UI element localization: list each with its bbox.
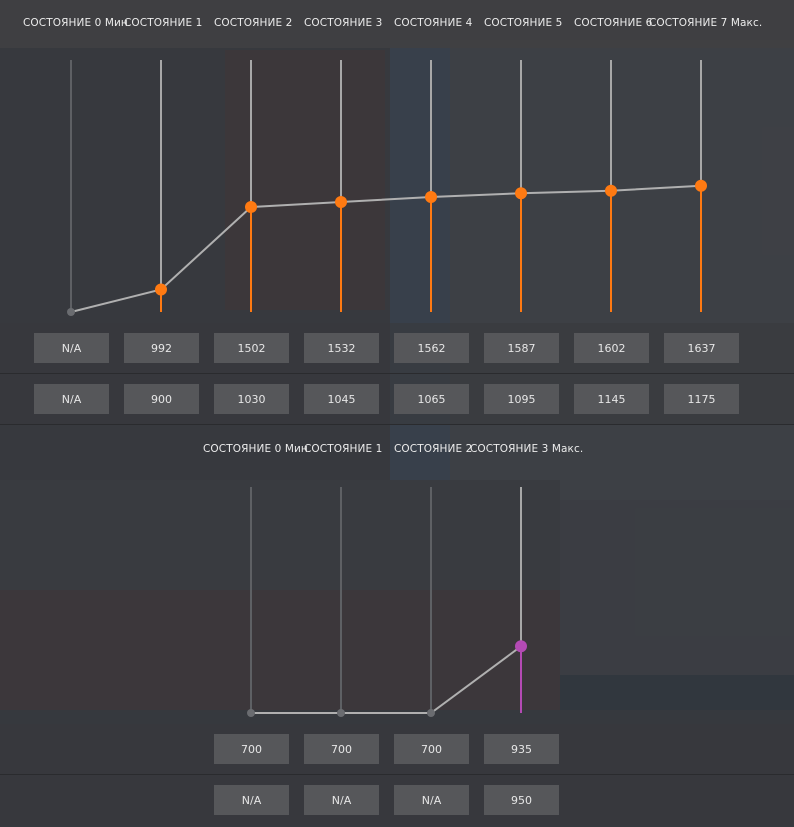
upper-state-label-3: СОСТОЯНИЕ 3 [304,17,383,29]
upper-top-value-4[interactable]: 1562 [394,333,469,363]
upper-bottom-value-3[interactable]: 1045 [304,384,379,414]
lower-curve-line [251,645,522,714]
upper-top-value-3[interactable]: 1532 [304,333,379,363]
upper-bottom-value-7[interactable]: 1175 [664,384,739,414]
lower-state-handle-2[interactable] [427,709,435,717]
upper-state-handle-3[interactable] [335,196,347,208]
upper-top-value-0[interactable]: N/A [34,333,109,363]
lower-state-label-2: СОСТОЯНИЕ 2 [394,443,473,455]
upper-state-panel: СОСТОЯНИЕ 0 Мин СОСТОЯНИЕ 1 СОСТОЯНИЕ 2 СОС… [0,0,794,425]
upper-top-value-7[interactable]: 1637 [664,333,739,363]
lower-top-value-1[interactable]: 700 [304,734,379,764]
upper-state-handle-0[interactable] [67,308,75,316]
upper-curve-graph [67,60,707,316]
lower-state-handle-0[interactable] [247,709,255,717]
lower-state-label-1: СОСТОЯНИЕ 1 [304,443,383,455]
lower-state-handle-3[interactable] [515,640,527,653]
lower-bottom-value-2[interactable]: N/A [394,785,469,815]
upper-header-bar [0,0,794,48]
lower-bottom-value-0[interactable]: N/A [214,785,289,815]
lower-state-label-0: СОСТОЯНИЕ 0 Мин [203,443,308,455]
upper-curve-line [70,184,702,313]
upper-state-label-5: СОСТОЯНИЕ 5 [484,17,563,29]
upper-bottom-value-2[interactable]: 1030 [214,384,289,414]
upper-state-handle-4[interactable] [425,191,437,203]
upper-top-value-1[interactable]: 992 [124,333,199,363]
lower-top-value-3[interactable]: 935 [484,734,559,764]
upper-bottom-value-5[interactable]: 1095 [484,384,559,414]
upper-state-handle-5[interactable] [515,187,527,200]
lower-curve-graph [247,487,527,717]
upper-state-label-0: СОСТОЯНИЕ 0 Мин [23,17,128,29]
upper-state-label-4: СОСТОЯНИЕ 4 [394,17,473,29]
upper-top-value-2[interactable]: 1502 [214,333,289,363]
lower-bottom-value-1[interactable]: N/A [304,785,379,815]
upper-state-handle-1[interactable] [155,283,167,296]
upper-top-value-6[interactable]: 1602 [574,333,649,363]
upper-state-handle-7[interactable] [695,179,707,192]
upper-bottom-value-4[interactable]: 1065 [394,384,469,414]
upper-state-handle-2[interactable] [245,201,257,213]
lower-bottom-value-3[interactable]: 950 [484,785,559,815]
upper-state-label-1: СОСТОЯНИЕ 1 [124,17,203,29]
upper-bottom-value-6[interactable]: 1145 [574,384,649,414]
lower-top-value-0[interactable]: 700 [214,734,289,764]
upper-state-label-6: СОСТОЯНИЕ 6 [574,17,653,29]
upper-state-label-7: СОСТОЯНИЕ 7 Макс. [649,17,763,29]
upper-bottom-value-0[interactable]: N/A [34,384,109,414]
upper-top-value-5[interactable]: 1587 [484,333,559,363]
lower-state-handle-1[interactable] [337,709,345,717]
lower-top-value-2[interactable]: 700 [394,734,469,764]
upper-bottom-value-1[interactable]: 900 [124,384,199,414]
upper-state-label-2: СОСТОЯНИЕ 2 [214,17,293,29]
upper-state-handle-6[interactable] [605,184,617,197]
lower-state-label-3: СОСТОЯНИЕ 3 Макс. [470,443,584,455]
